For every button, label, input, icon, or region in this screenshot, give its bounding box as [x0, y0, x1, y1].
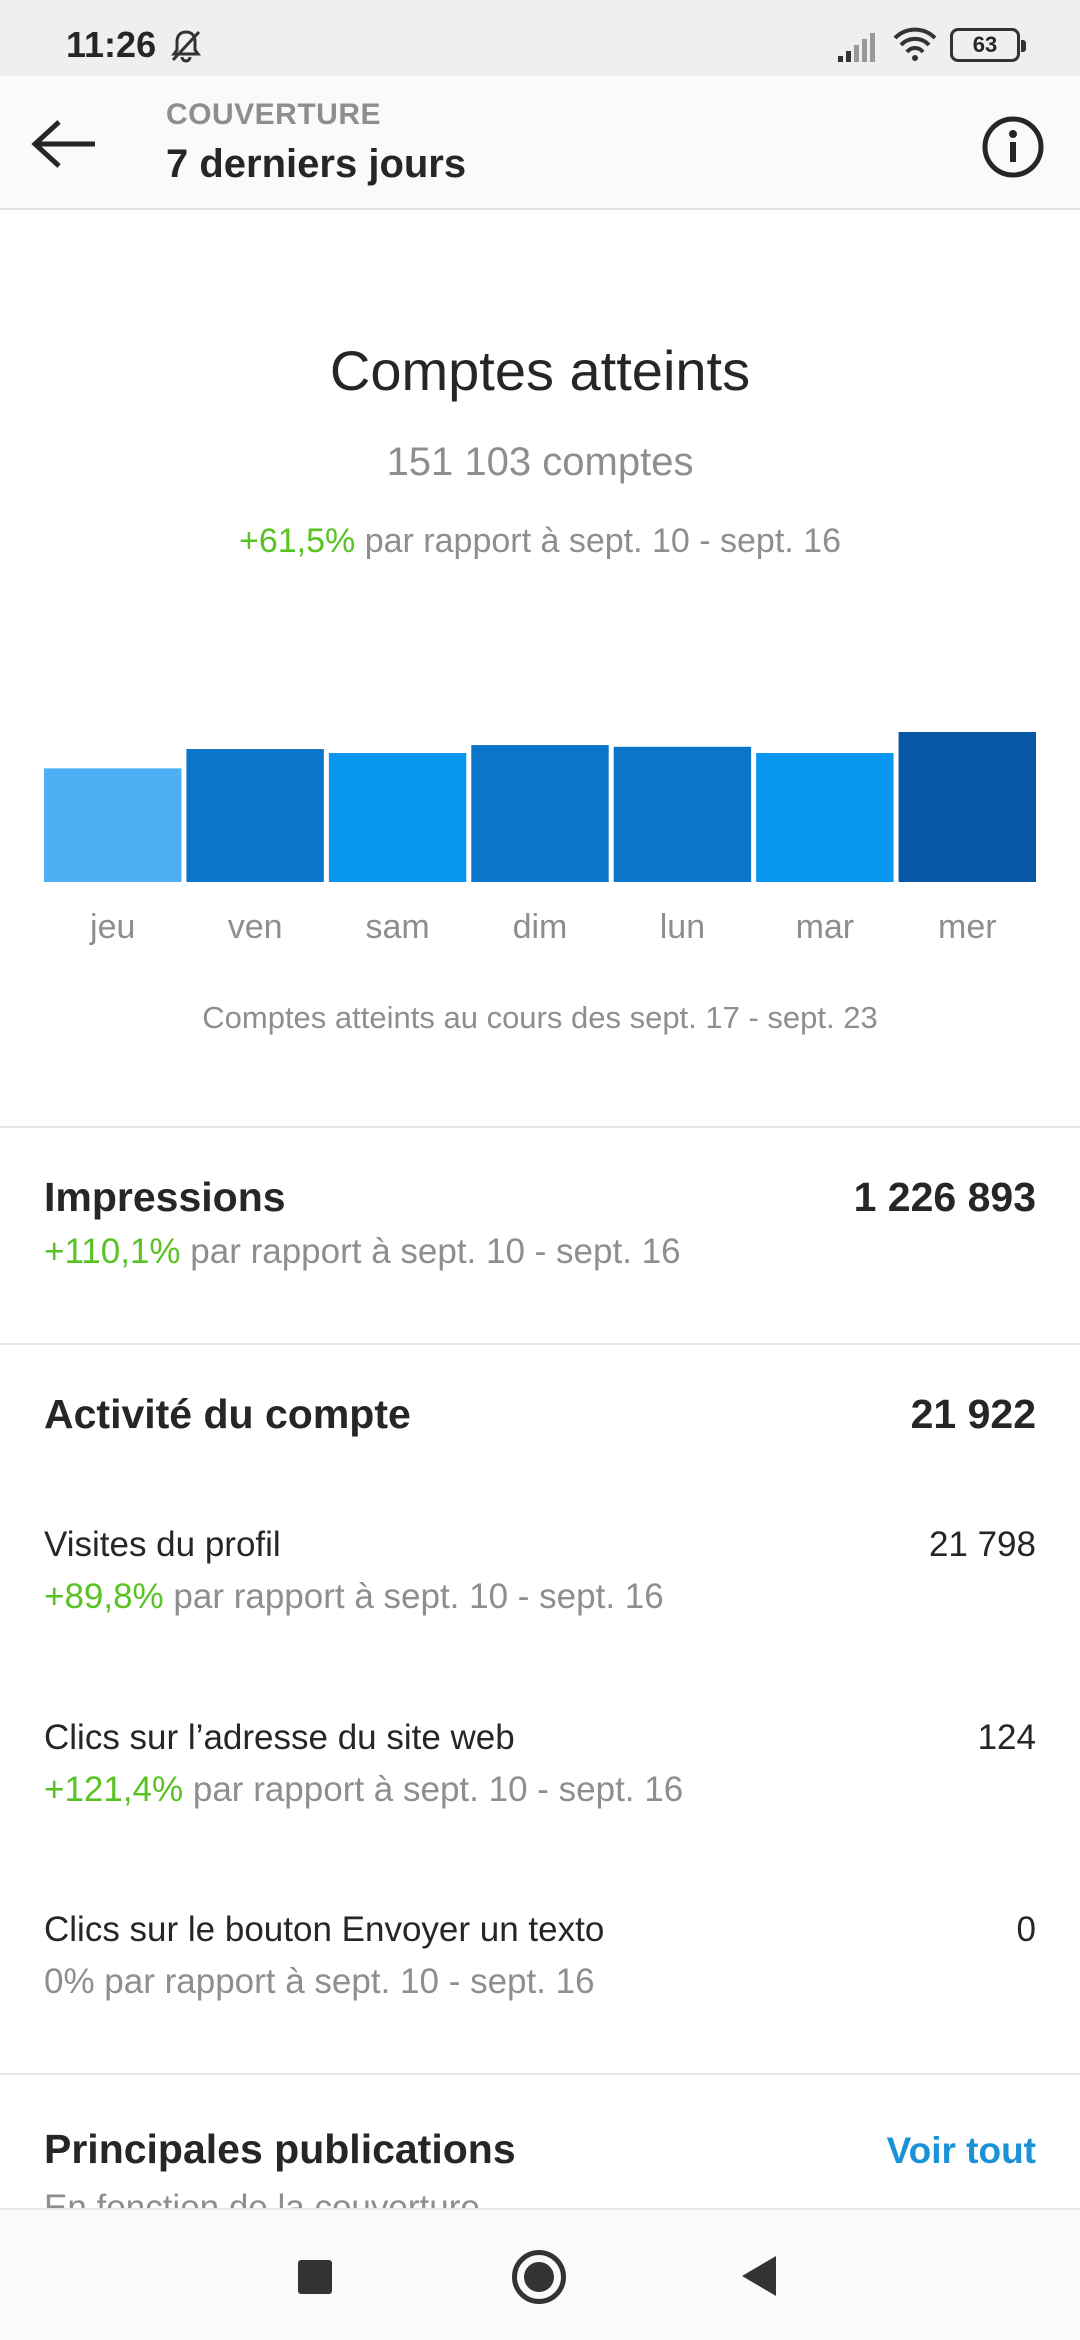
text-clicks-compare-text: 0% par rapport à sept. 10 - sept. 16 [44, 1962, 595, 2001]
signal-icon [838, 30, 880, 69]
reach-title: Comptes atteints [329, 339, 751, 402]
website-clicks-comparison: +121,4% par rapport à sept. 10 - sept. 1… [44, 1770, 683, 1810]
reach-comparison: +61,5% par rapport à sept. 10 - sept. 16 [0, 522, 1080, 561]
recent-apps-button[interactable] [298, 2260, 332, 2294]
profile-visits-label: Visites du profil [44, 1525, 281, 1564]
text-clicks-label: Clics sur le bouton Envoyer un texto [44, 1910, 605, 1949]
bar-ven[interactable] [186, 749, 324, 882]
publications-subtitle: En fonction de la couverture [44, 2188, 480, 2210]
tick-label-lun: lun [660, 908, 705, 946]
text-clicks-comparison: 0% par rapport à sept. 10 - sept. 16 [44, 1962, 595, 2002]
bar-sam[interactable] [328, 753, 467, 882]
back-button[interactable] [26, 106, 102, 182]
system-nav-bar [0, 2208, 1080, 2340]
reach-change: +61,5% [239, 522, 356, 560]
impressions-compare-text: par rapport à sept. 10 - sept. 16 [180, 1232, 681, 1271]
activity-value: 21 922 [910, 1391, 1036, 1437]
arrow-left-icon [31, 120, 95, 168]
divider [0, 2073, 1080, 2075]
see-all-link[interactable]: Voir tout [886, 2130, 1036, 2171]
reach-compare-text: par rapport à sept. 10 - sept. 16 [355, 522, 841, 560]
profile-visits-value: 21 798 [928, 1525, 1036, 1564]
header-overline: COUVERTURE [166, 98, 382, 131]
profile-visits-change: +89,8% [44, 1577, 164, 1616]
tick-label-ven: ven [228, 908, 283, 946]
reach-count: 151 103 comptes [386, 440, 694, 484]
impressions-title: Impressions [44, 1174, 286, 1220]
battery-icon: 63 [950, 28, 1026, 62]
website-clicks-label: Clics sur l’adresse du site web [44, 1718, 515, 1757]
tick-label-mar: mar [796, 908, 855, 946]
bar-lun[interactable] [613, 746, 752, 882]
info-icon [982, 116, 1044, 178]
publications-title: Principales publications [44, 2126, 516, 2172]
tick-label-dim: dim [513, 908, 568, 946]
text-clicks-value: 0 [1016, 1910, 1036, 1949]
bar-mer[interactable] [898, 732, 1036, 882]
impressions-value: 1 226 893 [853, 1174, 1036, 1220]
bar-mar[interactable] [756, 753, 894, 882]
website-clicks-compare-text: par rapport à sept. 10 - sept. 16 [183, 1770, 684, 1809]
divider [0, 1343, 1080, 1345]
website-clicks-value: 124 [977, 1718, 1036, 1757]
reach-bar-chart: jeu ven sam dim lun mar mer [44, 700, 1036, 960]
activity-title: Activité du compte [44, 1391, 411, 1437]
info-button[interactable] [978, 112, 1048, 182]
home-button[interactable] [512, 2250, 566, 2304]
system-back-button[interactable] [742, 2256, 776, 2296]
profile-visits-comparison: +89,8% par rapport à sept. 10 - sept. 16 [44, 1577, 664, 1617]
status-time: 11:26 [66, 24, 157, 65]
tick-label-sam: sam [365, 908, 429, 946]
wifi-icon [892, 26, 938, 67]
status-bar: 11:26 63 [0, 0, 1080, 76]
impressions-comparison: +110,1% par rapport à sept. 10 - sept. 1… [44, 1232, 681, 1272]
app-header: COUVERTURE 7 derniers jours [0, 76, 1080, 210]
chart-caption: Comptes atteints au cours des sept. 17 -… [202, 1000, 878, 1035]
chart-svg: jeu ven sam dim lun mar mer [44, 732, 1036, 946]
tick-label-jeu: jeu [89, 908, 135, 946]
divider [0, 1126, 1080, 1128]
notifications-muted-icon [168, 28, 204, 69]
bar-dim[interactable] [471, 745, 609, 882]
bar-jeu[interactable] [44, 768, 182, 882]
website-clicks-change: +121,4% [44, 1770, 184, 1809]
profile-visits-compare-text: par rapport à sept. 10 - sept. 16 [163, 1577, 664, 1616]
tick-label-mer: mer [938, 908, 997, 946]
impressions-change: +110,1% [44, 1232, 181, 1271]
page-title: 7 derniers jours [166, 142, 467, 186]
